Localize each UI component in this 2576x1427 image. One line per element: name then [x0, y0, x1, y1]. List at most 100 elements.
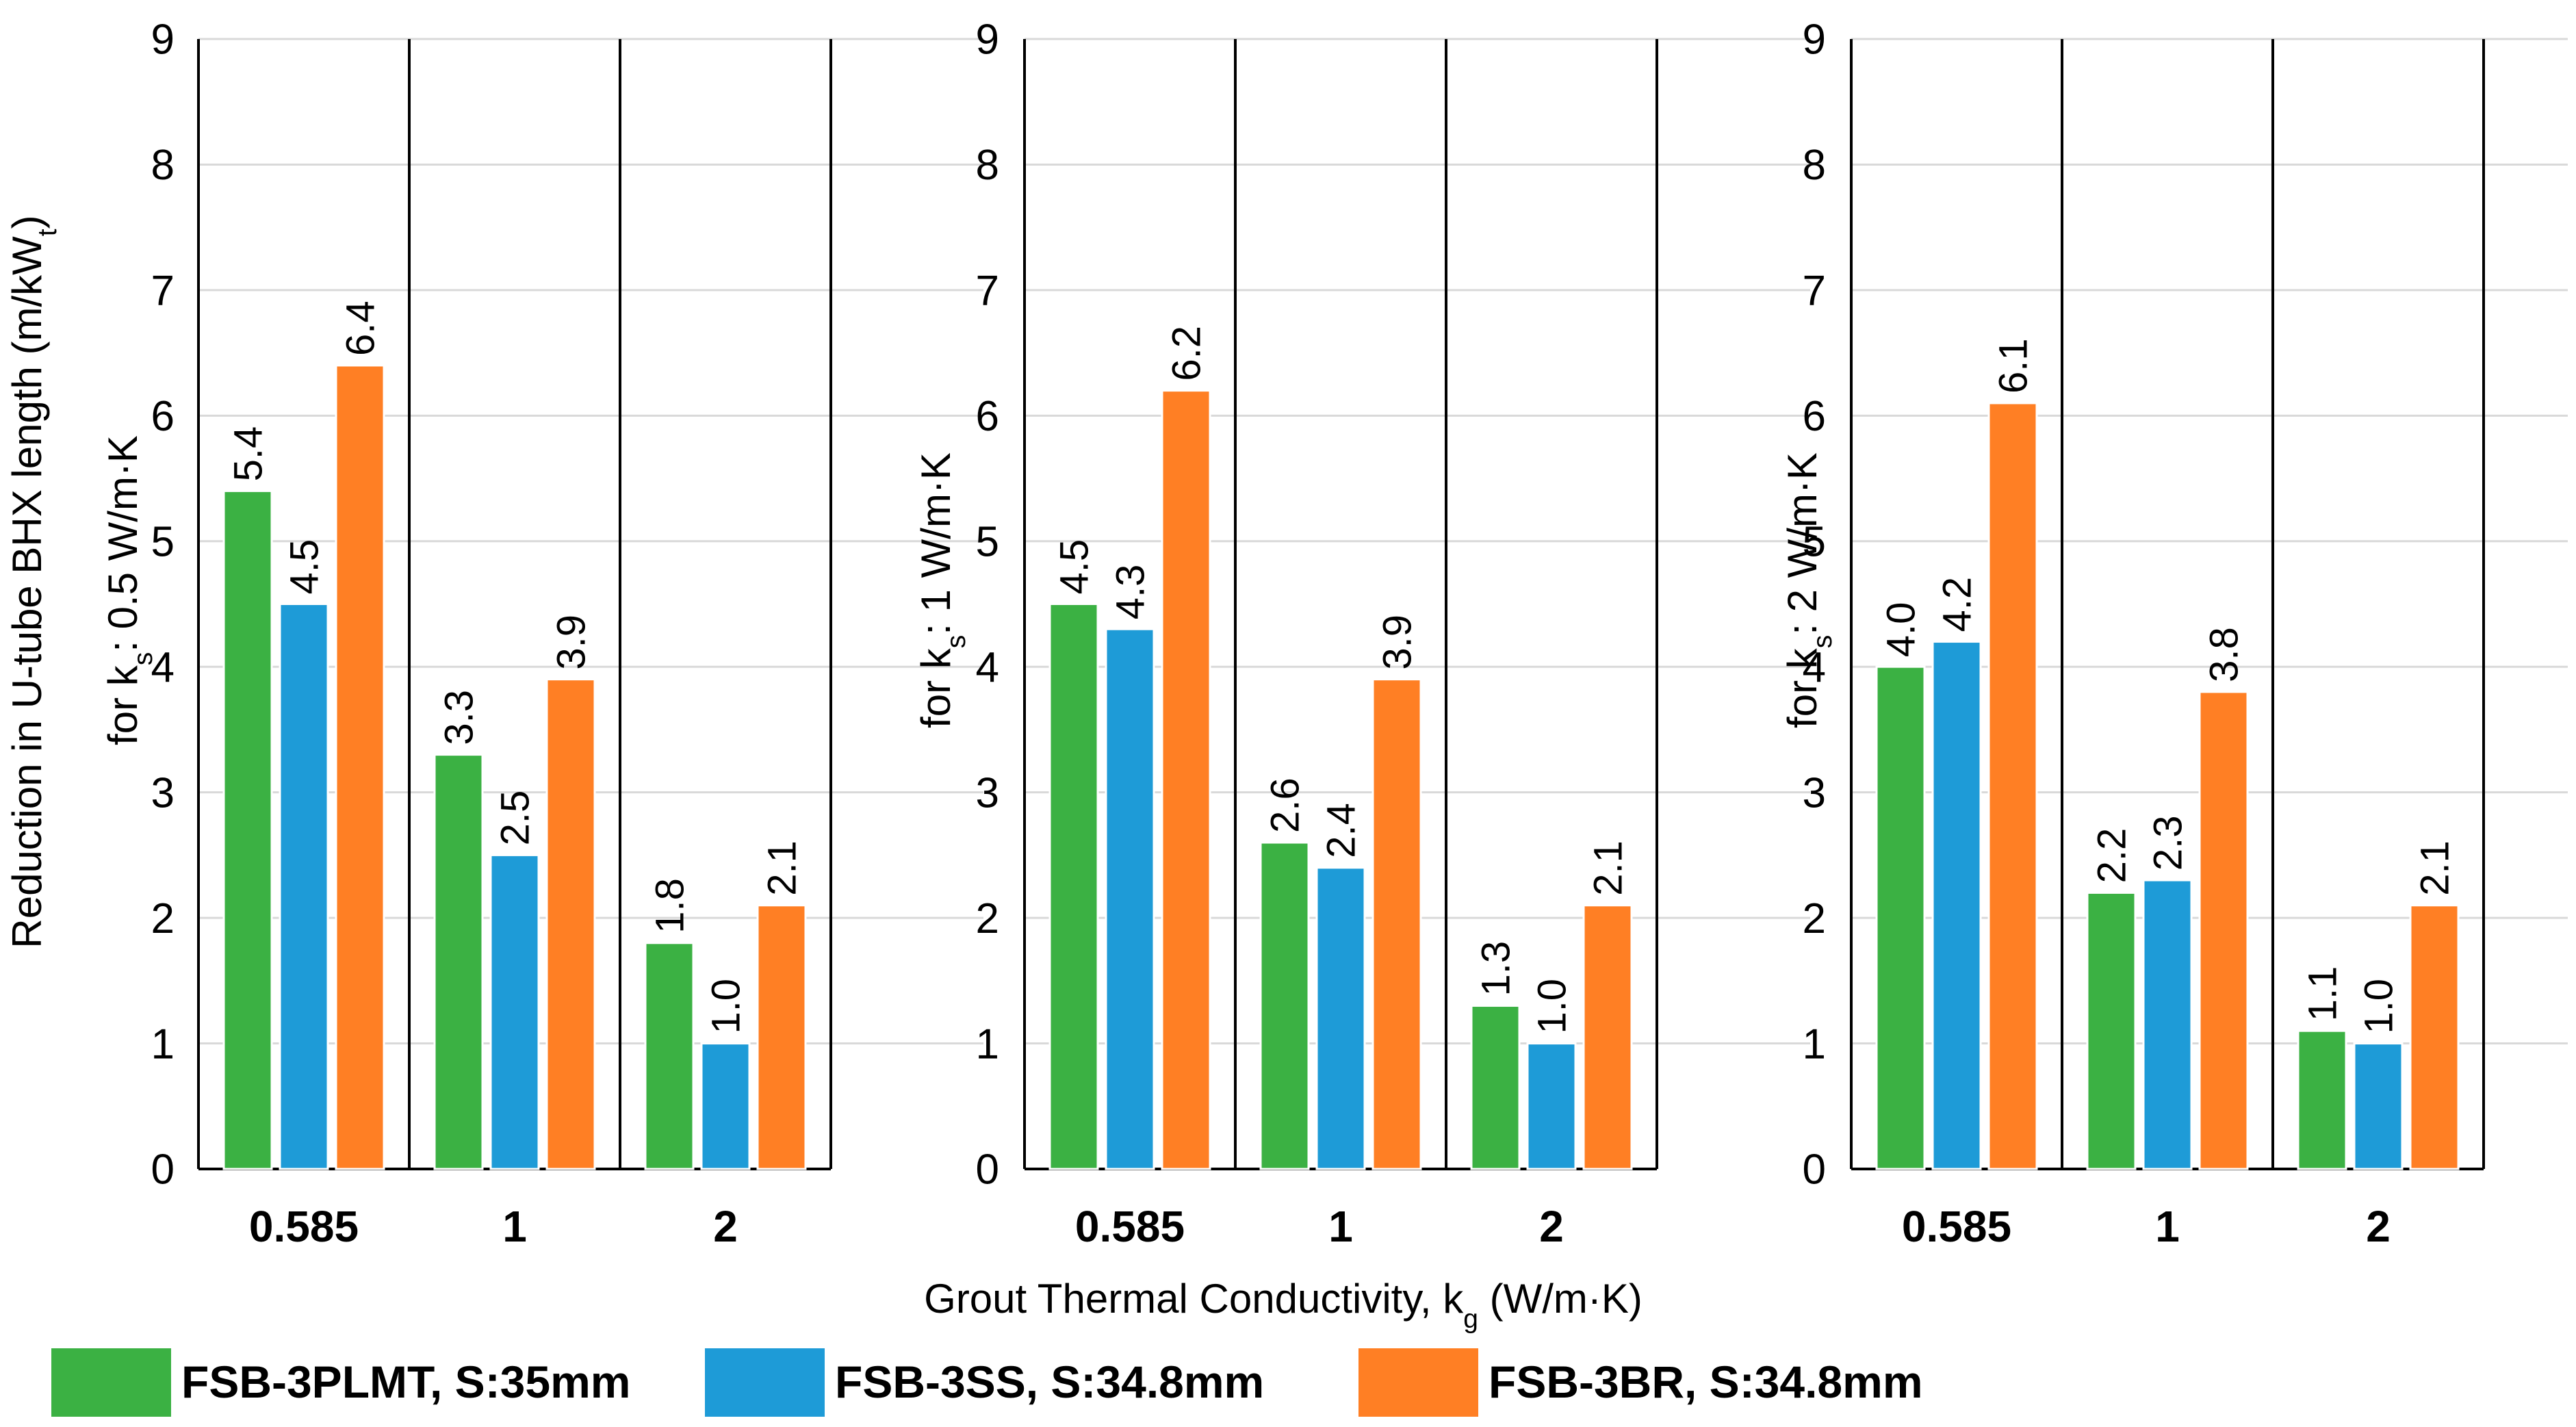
bar [489, 853, 540, 1170]
y-tick-label: 1 [1803, 1020, 1826, 1068]
y-tick-label: 5 [151, 518, 175, 565]
y-tick-label: 3 [1803, 769, 1826, 817]
data-label: 1.0 [2356, 979, 2401, 1034]
chart-panel-3: 0 1 2 3 4 5 6 7 8 9 0.585 4.0 4.2 6.1 1 2.2 2.3 3.8 2 1.1 1.… [1779, 16, 2568, 1251]
bar [433, 754, 484, 1170]
y-tick-label: 7 [151, 268, 175, 315]
bar [2409, 904, 2460, 1170]
bar [545, 678, 596, 1170]
y-tick-label: 9 [151, 16, 175, 64]
bar [1931, 641, 1982, 1170]
y-tick-label: 8 [976, 142, 999, 189]
data-label: 1.0 [704, 979, 748, 1034]
data-label: 5.4 [226, 426, 270, 482]
bar [222, 489, 273, 1170]
y-tick-label: 0 [151, 1146, 175, 1194]
y-tick-label: 2 [1803, 895, 1826, 942]
bar [2353, 1042, 2404, 1170]
bar [2297, 1029, 2347, 1170]
y-tick-label: 0 [976, 1146, 999, 1194]
y-tick-label: 6 [151, 393, 175, 440]
data-label: 3.8 [2202, 627, 2246, 682]
text-subscript: s [942, 635, 971, 649]
text-part: Grout Thermal Conductivity, k [924, 1276, 1464, 1322]
bar [644, 942, 695, 1170]
bar [1987, 402, 2038, 1170]
y-tick-label: 5 [1803, 518, 1826, 565]
x-tick-label: 2 [713, 1202, 738, 1251]
y-tick-label: 3 [976, 769, 999, 817]
x-tick-label: 0.585 [1075, 1202, 1185, 1251]
data-label: 2.6 [1263, 777, 1307, 833]
data-label: 2.5 [493, 790, 537, 846]
text-part: Reduction in U-tube BHX length (m/kW [4, 236, 50, 949]
bar [2198, 691, 2249, 1170]
x-tick-label: 0.585 [249, 1202, 359, 1251]
y-tick-label: 8 [1803, 142, 1826, 189]
bar [1582, 904, 1633, 1170]
data-label: 2.1 [1586, 840, 1630, 896]
y-axis-title: Reduction in U-tube BHX length (m/kWt) [4, 215, 62, 948]
data-label: 4.2 [1935, 577, 1979, 632]
legend-label: FSB-3BR, S:34.8mm [1489, 1357, 1923, 1407]
bar [1526, 1042, 1577, 1170]
y-tick-label: 1 [976, 1020, 999, 1068]
data-label: 2.3 [2146, 815, 2190, 871]
y-tick-label: 9 [976, 16, 999, 64]
y-tick-label: 4 [151, 644, 175, 691]
y-tick-label: 4 [1803, 644, 1826, 691]
text-part: ) [4, 215, 50, 229]
bar [756, 904, 807, 1170]
text-subscript: s [1808, 635, 1838, 649]
data-label: 2.4 [1319, 803, 1363, 858]
data-label: 4.0 [1879, 602, 1923, 658]
x-tick-label: 1 [502, 1202, 527, 1251]
data-label: 6.1 [1991, 338, 2035, 394]
y-tick-label: 7 [1803, 268, 1826, 315]
data-label: 2.2 [2089, 828, 2134, 884]
y-tick-label: 6 [1803, 393, 1826, 440]
legend: FSB-3PLMT, S:35mm FSB-3SS, S:34.8mm FSB-3B… [51, 1348, 1923, 1417]
legend-swatch [51, 1348, 171, 1417]
text-subscript: s [129, 652, 158, 666]
x-tick-label: 2 [1539, 1202, 1564, 1251]
y-tick-label: 6 [976, 393, 999, 440]
bar [335, 364, 385, 1170]
bar [700, 1042, 751, 1170]
y-tick-label: 9 [1803, 16, 1826, 64]
data-label: 1.3 [1473, 941, 1518, 997]
data-label: 6.4 [338, 300, 383, 356]
panel-axis-label: for ks: 0.5 W/m·K [100, 435, 158, 745]
panel-axis-label: for ks: 2 W/m·K [1779, 452, 1838, 728]
bar [1875, 665, 1926, 1170]
y-tick-label: 1 [151, 1020, 175, 1068]
bar [1161, 389, 1211, 1170]
text-part: : 2 W/m·K [1779, 452, 1825, 635]
y-tick-label: 0 [1803, 1146, 1826, 1194]
data-label: 2.1 [2412, 840, 2457, 896]
y-tick-label: 3 [151, 769, 175, 817]
bar [1048, 603, 1099, 1170]
text-part: for k [1779, 647, 1825, 728]
x-tick-label: 1 [2155, 1202, 2180, 1251]
bar [1105, 628, 1155, 1170]
text-subscript: t [33, 229, 62, 236]
data-label: 4.5 [282, 539, 326, 595]
text-subscript: g [1463, 1304, 1478, 1334]
data-label: 4.3 [1108, 565, 1152, 620]
bar [1470, 1005, 1521, 1170]
bar [279, 603, 329, 1170]
y-tick-label: 2 [976, 895, 999, 942]
data-label: 1.0 [1530, 979, 1574, 1034]
data-label: 3.9 [549, 615, 593, 670]
text-part: (W/m·K) [1478, 1276, 1643, 1322]
data-label: 1.1 [2300, 966, 2345, 1022]
bar [2142, 879, 2193, 1170]
data-label: 4.5 [1052, 539, 1096, 595]
legend-label: FSB-3SS, S:34.8mm [835, 1357, 1264, 1407]
bar [1259, 841, 1310, 1170]
data-label: 3.9 [1375, 615, 1419, 670]
x-tick-label: 0.585 [1902, 1202, 2011, 1251]
